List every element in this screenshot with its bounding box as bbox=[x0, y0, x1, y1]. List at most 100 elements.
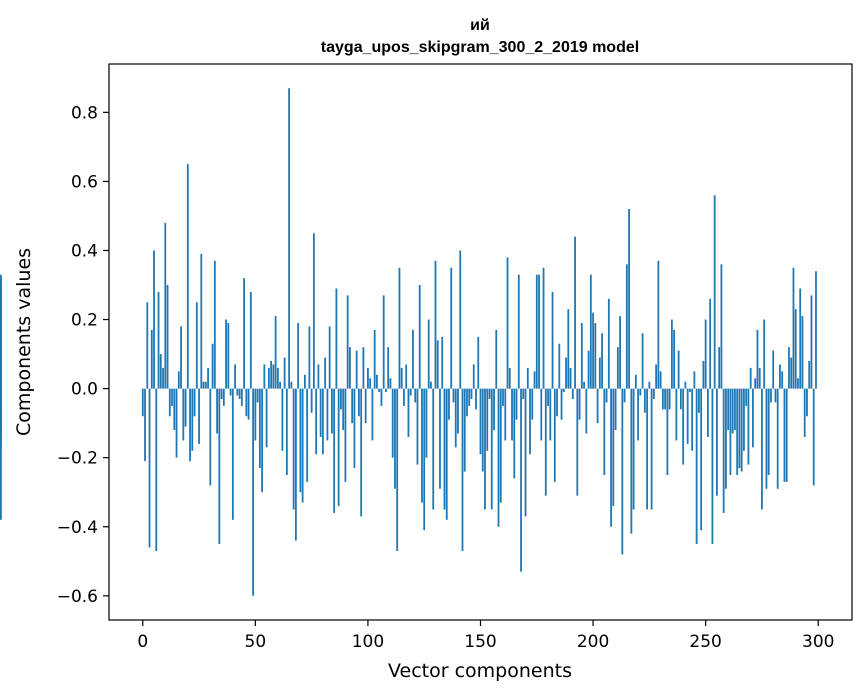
bar-80 bbox=[321, 388, 324, 455]
y-axis-label: Components values bbox=[13, 248, 35, 436]
bar-159 bbox=[499, 388, 502, 503]
bar-95 bbox=[355, 350, 358, 389]
bar-161 bbox=[504, 388, 507, 441]
bar-18 bbox=[182, 388, 185, 441]
bar-186 bbox=[560, 388, 563, 420]
bar-274 bbox=[758, 367, 761, 389]
bar-5 bbox=[153, 250, 155, 389]
bar-24 bbox=[195, 302, 198, 389]
bar-131 bbox=[436, 340, 439, 389]
bar-167 bbox=[517, 274, 520, 389]
bar-119 bbox=[409, 388, 412, 396]
bar-30 bbox=[209, 388, 212, 486]
bar-254 bbox=[713, 195, 716, 389]
bar-164 bbox=[511, 388, 513, 441]
bar-21 bbox=[189, 388, 191, 462]
bar-40 bbox=[231, 388, 234, 520]
y-tick-label: 0.8 bbox=[71, 103, 98, 123]
bar-64 bbox=[285, 388, 288, 475]
bar-263 bbox=[734, 388, 736, 431]
bar-281 bbox=[774, 388, 777, 403]
bar-208 bbox=[610, 388, 612, 527]
bar-94 bbox=[353, 388, 356, 469]
bar-283 bbox=[779, 364, 781, 389]
bar-12 bbox=[168, 388, 171, 417]
bar-46 bbox=[245, 388, 248, 417]
bar-120 bbox=[412, 329, 414, 389]
bar-26 bbox=[200, 253, 203, 389]
bar-259 bbox=[725, 388, 727, 489]
bar-156 bbox=[493, 388, 495, 431]
bar-265 bbox=[738, 388, 741, 469]
bar-222 bbox=[641, 333, 644, 389]
bar-219 bbox=[634, 374, 637, 389]
bar-223 bbox=[643, 388, 646, 413]
bar-170 bbox=[524, 388, 527, 517]
bar-216 bbox=[628, 209, 630, 389]
bar-57 bbox=[270, 360, 273, 389]
bar-273 bbox=[756, 329, 759, 389]
bar-33 bbox=[216, 388, 218, 434]
bar-213 bbox=[621, 388, 624, 555]
bars-group bbox=[0, 88, 817, 596]
bar-289 bbox=[792, 267, 795, 389]
bar-41 bbox=[234, 364, 236, 389]
bar-203 bbox=[598, 357, 601, 389]
bar-141 bbox=[459, 250, 462, 389]
bar-100 bbox=[367, 367, 369, 389]
bar-205 bbox=[603, 388, 606, 475]
bar-153 bbox=[486, 388, 489, 451]
bar-243 bbox=[688, 388, 691, 393]
bar-103 bbox=[373, 329, 376, 389]
bar-252 bbox=[709, 298, 712, 389]
bar-169 bbox=[522, 388, 525, 399]
bar-215 bbox=[625, 264, 628, 389]
bar-280 bbox=[772, 350, 775, 389]
bar-194 bbox=[578, 388, 581, 420]
bar-34 bbox=[218, 388, 221, 545]
bar-189 bbox=[567, 309, 570, 389]
bar-102 bbox=[371, 388, 374, 441]
bar-36 bbox=[222, 388, 225, 406]
bar-2 bbox=[146, 302, 149, 389]
bar-151 bbox=[481, 388, 484, 472]
bar-130 bbox=[434, 260, 437, 389]
bar-237 bbox=[675, 388, 678, 441]
bar-22 bbox=[191, 388, 194, 451]
bar-58 bbox=[272, 364, 275, 389]
bar-250 bbox=[704, 319, 707, 389]
bar-43 bbox=[238, 388, 241, 399]
bar-69 bbox=[297, 323, 300, 389]
bar-135 bbox=[445, 388, 448, 520]
bar-257 bbox=[720, 264, 723, 389]
bar-256 bbox=[718, 347, 721, 389]
bar-279 bbox=[770, 388, 772, 403]
bar-242 bbox=[686, 388, 689, 444]
bar-60 bbox=[276, 367, 279, 389]
bar-111 bbox=[391, 388, 394, 458]
bar-234 bbox=[668, 388, 671, 410]
bar-181 bbox=[549, 388, 552, 441]
bar-174 bbox=[533, 371, 536, 389]
bar-83 bbox=[328, 326, 331, 389]
bar-220 bbox=[637, 388, 640, 441]
bar-217 bbox=[630, 388, 633, 534]
bar-106 bbox=[380, 388, 383, 406]
bar-128 bbox=[430, 381, 432, 389]
bar-295 bbox=[806, 388, 808, 417]
bar-116 bbox=[403, 388, 405, 406]
bar-140 bbox=[457, 388, 459, 434]
bar-15 bbox=[175, 388, 178, 458]
bar-3 bbox=[148, 388, 151, 548]
bar-91 bbox=[346, 295, 349, 389]
bar-292 bbox=[799, 288, 802, 389]
bar-154 bbox=[488, 388, 491, 399]
bar-17 bbox=[180, 326, 182, 389]
bar-138 bbox=[452, 388, 455, 403]
bar-undefined bbox=[0, 388, 2, 520]
bar-75 bbox=[310, 388, 313, 413]
bar-53 bbox=[261, 388, 263, 493]
bar-188 bbox=[565, 357, 567, 389]
bar-282 bbox=[776, 388, 779, 489]
bar-147 bbox=[472, 364, 475, 389]
